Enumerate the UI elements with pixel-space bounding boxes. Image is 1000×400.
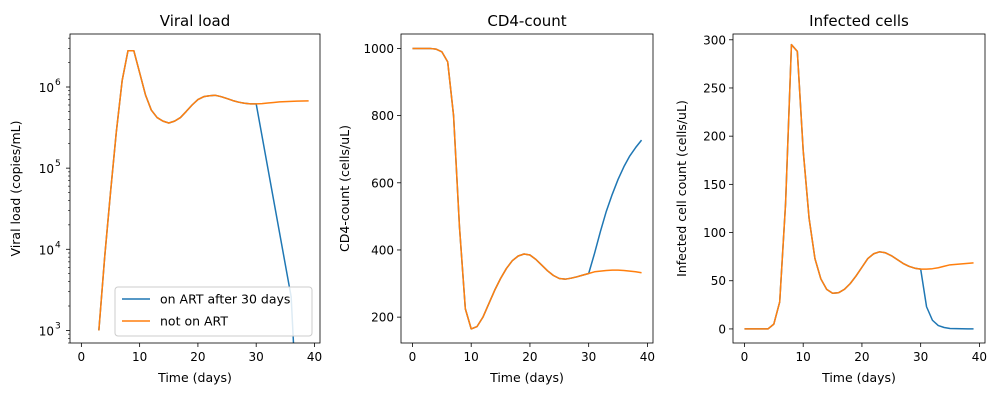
x-tick-label: 10: [132, 350, 147, 364]
x-tick-label: 30: [913, 350, 928, 364]
y-tick-label: 0: [718, 322, 726, 336]
chart-title: Viral load: [160, 12, 230, 30]
y-tick-label: 10: [39, 162, 54, 176]
x-tick-label: 0: [741, 350, 749, 364]
x-tick-label: 40: [307, 350, 322, 364]
y-tick-label: 250: [703, 81, 726, 95]
y-tick-label: 200: [371, 311, 394, 325]
y-axis-label: CD4-count (cells/uL): [337, 125, 352, 252]
x-tick-label: 20: [522, 350, 537, 364]
x-axis-label: Time (days): [157, 370, 232, 385]
series-line-not-on-art: [98, 49, 309, 331]
axes-frame: [69, 33, 321, 344]
x-tick-label: 40: [640, 350, 655, 364]
y-tick-exponent: 6: [55, 78, 61, 88]
chart-title: Infected cells: [809, 12, 909, 30]
y-tick-exponent: 4: [55, 240, 61, 250]
chart-panel-3: 0 10 20 30 40 0 50 100 150 200 250 300 Infected cell…: [674, 12, 987, 385]
x-tick-label: 30: [581, 350, 596, 364]
x-tick-label: 40: [972, 350, 987, 364]
x-axis-label: Time (days): [489, 370, 564, 385]
y-tick-label: 400: [371, 243, 394, 257]
x-axis-label: Time (days): [821, 370, 896, 385]
x-tick-label: 0: [409, 350, 417, 364]
y-tick-exponent: 5: [55, 159, 61, 169]
legend-box: [114, 286, 313, 337]
series-line-not-on-art: [412, 47, 642, 330]
x-tick-label: 30: [249, 350, 264, 364]
x-tick-label: 10: [796, 350, 811, 364]
x-tick-label: 10: [464, 350, 479, 364]
y-tick-label: 1000: [363, 42, 394, 56]
y-tick-label: 50: [711, 274, 726, 288]
x-tick-label: 0: [78, 350, 86, 364]
legend-label: not on ART: [160, 314, 228, 329]
y-tick-label: 10: [39, 243, 54, 257]
series-line-not-on-art: [744, 43, 974, 330]
y-tick-label: 150: [703, 178, 726, 192]
legend-label: on ART after 30 days: [160, 292, 290, 307]
axes-frame: [732, 33, 986, 344]
legend: on ART after 30 days not on ART: [114, 286, 313, 337]
y-tick-label: 600: [371, 176, 394, 190]
chart-title: CD4-count: [487, 12, 566, 30]
y-tick-exponent: 3: [55, 321, 61, 331]
y-tick-label: 200: [703, 130, 726, 144]
y-tick-label: 100: [703, 226, 726, 240]
x-tick-label: 20: [854, 350, 869, 364]
chart-panel-2: 0 10 20 30 40 200 400 600 800 1000 CD4-count Time (…: [337, 12, 655, 385]
axes-frame: [400, 33, 654, 344]
y-tick-label: 800: [371, 109, 394, 123]
series-line-on-art: [412, 47, 643, 330]
y-axis-label: Infected cell count (cells/uL): [674, 100, 689, 277]
x-tick-label: 20: [190, 350, 205, 364]
y-tick-label: 300: [703, 33, 726, 47]
y-tick-label: 10: [39, 81, 54, 95]
y-axis-label: Viral load (copies/mL): [8, 121, 23, 257]
series-line-on-art: [744, 43, 974, 330]
y-tick-label: 10: [39, 324, 54, 338]
